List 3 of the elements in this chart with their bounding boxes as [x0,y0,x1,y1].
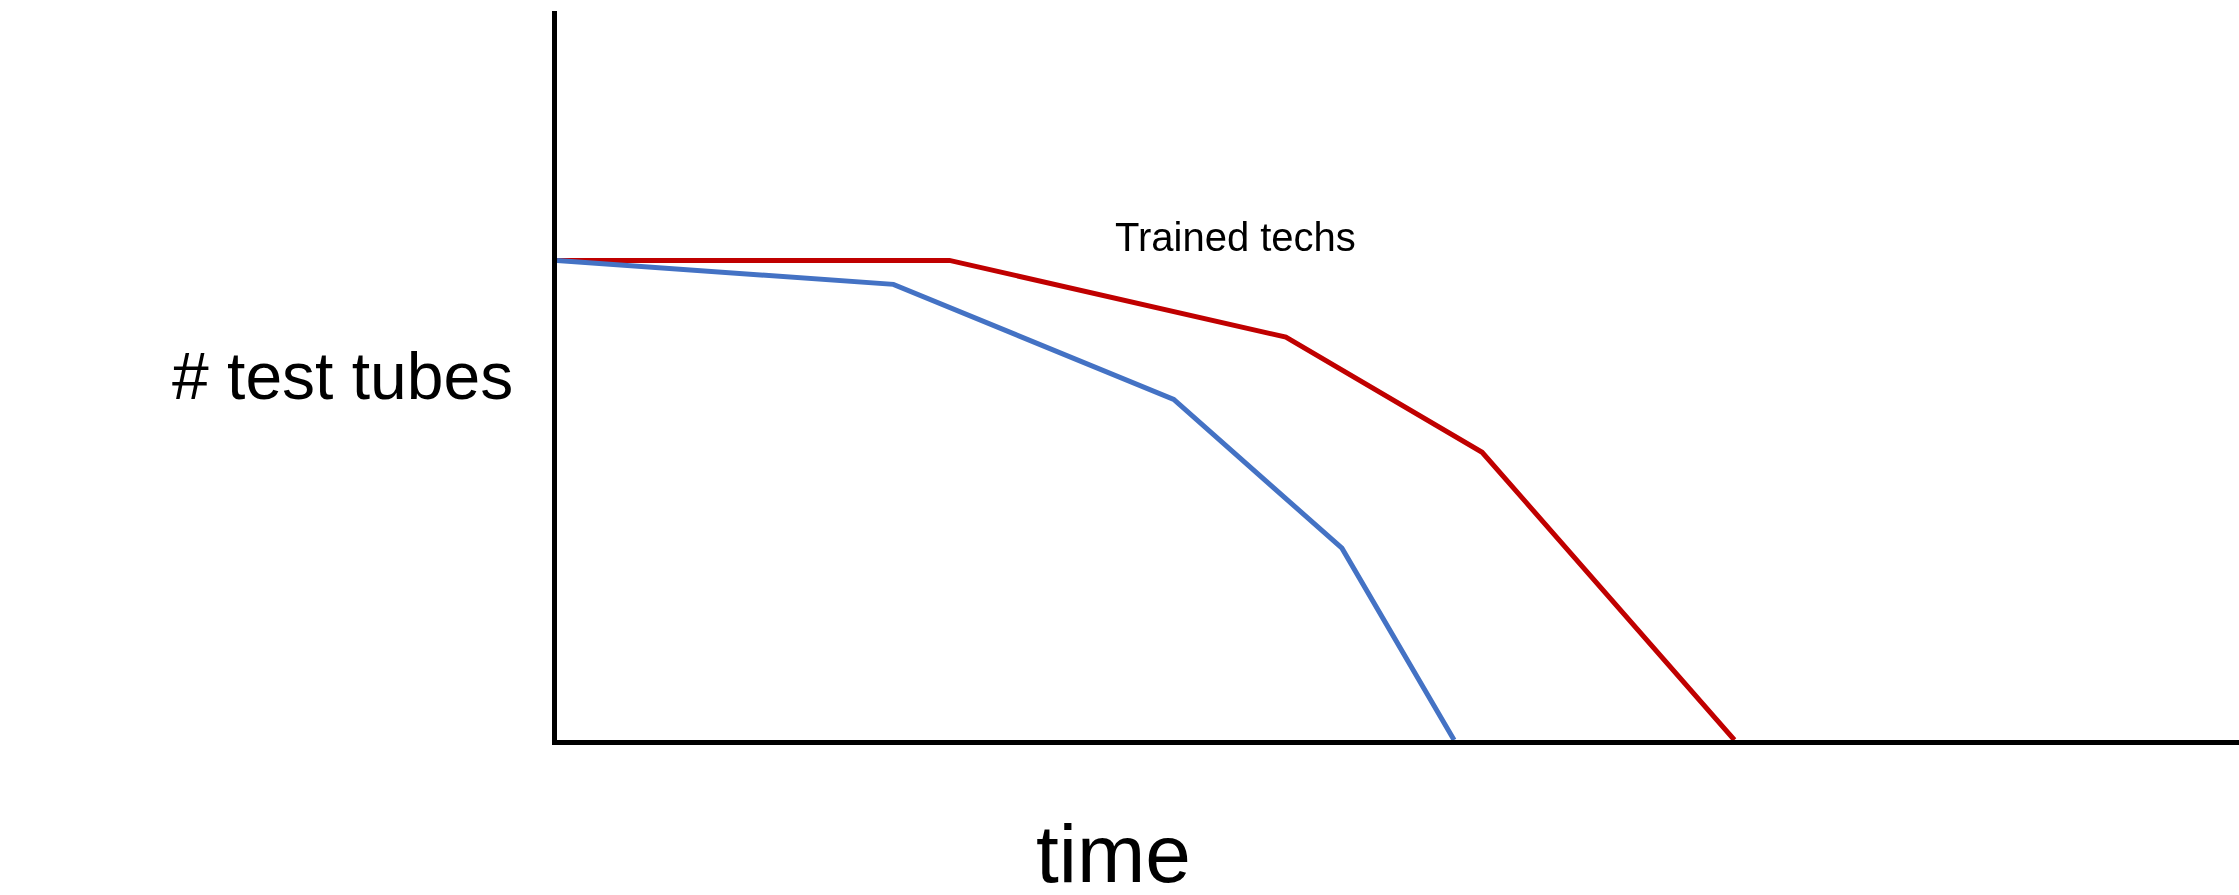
y-axis-title: # test tubes [172,339,514,413]
x-axis-title: time [1036,808,1191,895]
series-label: Trained techs [1115,215,1356,259]
